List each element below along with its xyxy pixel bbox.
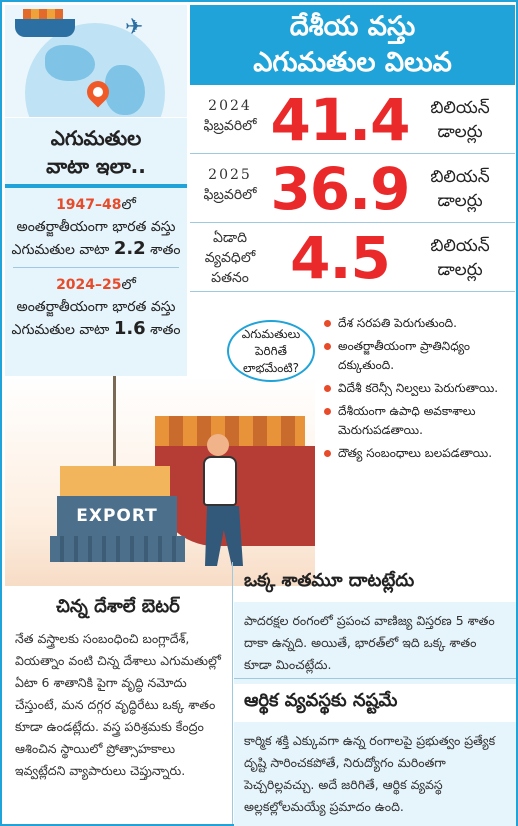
person-head <box>207 434 229 456</box>
person-body <box>203 456 237 506</box>
stat-value: 41.4 <box>270 86 410 154</box>
stat-value: 36.9 <box>270 155 410 223</box>
article-heading: చిన్న దేశాలే బెటర్ <box>56 596 180 617</box>
stat-month: ఫిబ్రవరిలో <box>203 187 257 203</box>
benefit-item: దేశ సరపతి పెరుగుతుంది. <box>320 314 516 333</box>
share-number: 1.6 <box>113 318 146 339</box>
stat-unit-line2: డాలర్లు <box>437 122 483 142</box>
container-icon <box>50 536 185 562</box>
share-heading-line2: వాటా ఇలా.. <box>46 154 146 178</box>
section-divider <box>234 678 516 679</box>
stat-row-2024: 2024 ఫిబ్రవరిలో 41.4 బిలియన్ డాలర్లు <box>190 86 515 154</box>
stat-year: ఏడాది <box>212 230 248 246</box>
stat-unit: బిలియన్ డాలర్లు <box>410 96 510 144</box>
cargo-ship-icon <box>15 9 75 37</box>
share-year: 1947–48 <box>56 197 122 213</box>
title-line-1: దేశీయ వస్తు <box>289 11 416 42</box>
stat-unit-line1: బిలియన్ <box>430 236 490 256</box>
stat-row-decline: ఏడాది వ్యవధిలో పతనం 4.5 బిలియన్ డాలర్లు <box>190 224 515 292</box>
article-small-countries: చిన్న దేశాలే బెటర్ నేత వస్త్రాలకు సంబంధి… <box>5 588 231 824</box>
article-heading: ఆర్థిక వ్యవస్థకు నష్టమే <box>244 690 398 711</box>
benefits-question-bubble: ఎగుమతులు పెరిగితే లాభమేంటి? <box>227 320 315 382</box>
share-year: 2024–25 <box>56 277 122 293</box>
stat-value: 4.5 <box>290 224 391 292</box>
stat-unit-line2: డాలర్లు <box>437 260 483 280</box>
export-container-label: EXPORT <box>57 496 177 536</box>
benefits-list: దేశ సరపతి పెరుగుతుంది. అంతర్జాతీయంగా ప్ర… <box>320 314 516 540</box>
share-text: లో అంతర్జాతీయంగా భారత వస్తు ఎగుమతుల వాటా <box>11 277 176 338</box>
article-body: కార్మిక శక్తి ఎక్కువగా ఉన్న రంగాలపై ప్రభ… <box>234 722 516 826</box>
article-body: పాదరక్షల రంగంలో ప్రపంచ వాణిజ్య విస్తరణ 5… <box>234 602 516 684</box>
benefit-item: దేశీయంగా ఉపాధి అవకాశాలు మెరుగుపడతాయి. <box>320 402 516 440</box>
benefit-item: విదేశీ కరెన్సీ నిల్వలు పెరుగుతాయి. <box>320 379 516 398</box>
article-one-percent: ఒక్క శాతమూ దాటట్లేదు పాదరక్షల రంగంలో ప్ర… <box>234 562 516 684</box>
page-title: దేశీయ వస్తు ఎగుమతుల విలువ <box>190 5 515 85</box>
stat-unit: బిలియన్ డాలర్లు <box>410 234 510 282</box>
stat-year: 2024 <box>208 98 252 114</box>
share-text: లో అంతర్జాతీయంగా భారత వస్తు ఎగుమతుల వాటా <box>11 197 176 258</box>
continent-shape <box>105 65 145 115</box>
share-divider <box>13 267 179 268</box>
stat-unit-line1: బిలియన్ <box>430 167 490 187</box>
stat-year: 2025 <box>208 167 252 183</box>
stat-unit-line1: బిలియన్ <box>430 98 490 118</box>
stat-unit-line2: డాలర్లు <box>437 191 483 211</box>
export-share-panel: ఎగుమతుల వాటా ఇలా.. 1947–48లో అంతర్జాతీయం… <box>5 118 187 376</box>
stat-row-2025: 2025 ఫిబ్రవరిలో 36.9 బిలియన్ డాలర్లు <box>190 155 515 223</box>
stat-label: 2025 ఫిబ్రవరిలో <box>194 165 266 205</box>
stat-month: వ్యవధిలో పతనం <box>204 250 256 286</box>
share-heading: ఎగుమతుల వాటా ఇలా.. <box>5 118 187 180</box>
share-item-1947: 1947–48లో అంతర్జాతీయంగా భారత వస్తు ఎగుమత… <box>5 188 187 267</box>
share-number: 2.2 <box>113 238 146 259</box>
export-illustration: EXPORT <box>5 376 315 586</box>
article-economy-loss: ఆర్థిక వ్యవస్థకు నష్టమే కార్మిక శక్తి ఎక… <box>234 682 516 826</box>
stat-month: ఫిబ్రవరిలో <box>203 118 257 134</box>
share-item-2024: 2024–25లో అంతర్జాతీయంగా భారత వస్తు ఎగుమత… <box>5 268 187 347</box>
stat-label: ఏడాది వ్యవధిలో పతనం <box>194 228 266 288</box>
stat-unit: బిలియన్ డాలర్లు <box>410 165 510 213</box>
share-divider <box>5 184 187 188</box>
share-suffix: శాతం <box>150 242 181 258</box>
share-suffix: శాతం <box>150 322 181 338</box>
article-body: నేత వస్త్రాలకు సంబంధించి బంగ్లాదేశ్, వియ… <box>15 631 221 778</box>
continent-shape <box>45 45 95 81</box>
benefit-item: అంతర్జాతీయంగా ప్రాతినిధ్యం దక్కుతుంది. <box>320 337 516 375</box>
crate-icon <box>60 466 170 496</box>
benefit-item: దౌత్య సంబంధాలు బలపడతాయి. <box>320 444 516 463</box>
share-heading-line1: ఎగుమతుల <box>50 126 142 150</box>
crane-cable <box>113 376 116 466</box>
airplane-icon: ✈ <box>125 15 144 40</box>
title-line-2: ఎగుమతుల విలువ <box>253 47 452 78</box>
article-heading: ఒక్క శాతమూ దాటట్లేదు <box>244 570 415 591</box>
stat-label: 2024 ఫిబ్రవరిలో <box>194 96 266 136</box>
globe-illustration: ✈ <box>5 5 187 117</box>
column-divider <box>232 562 233 824</box>
